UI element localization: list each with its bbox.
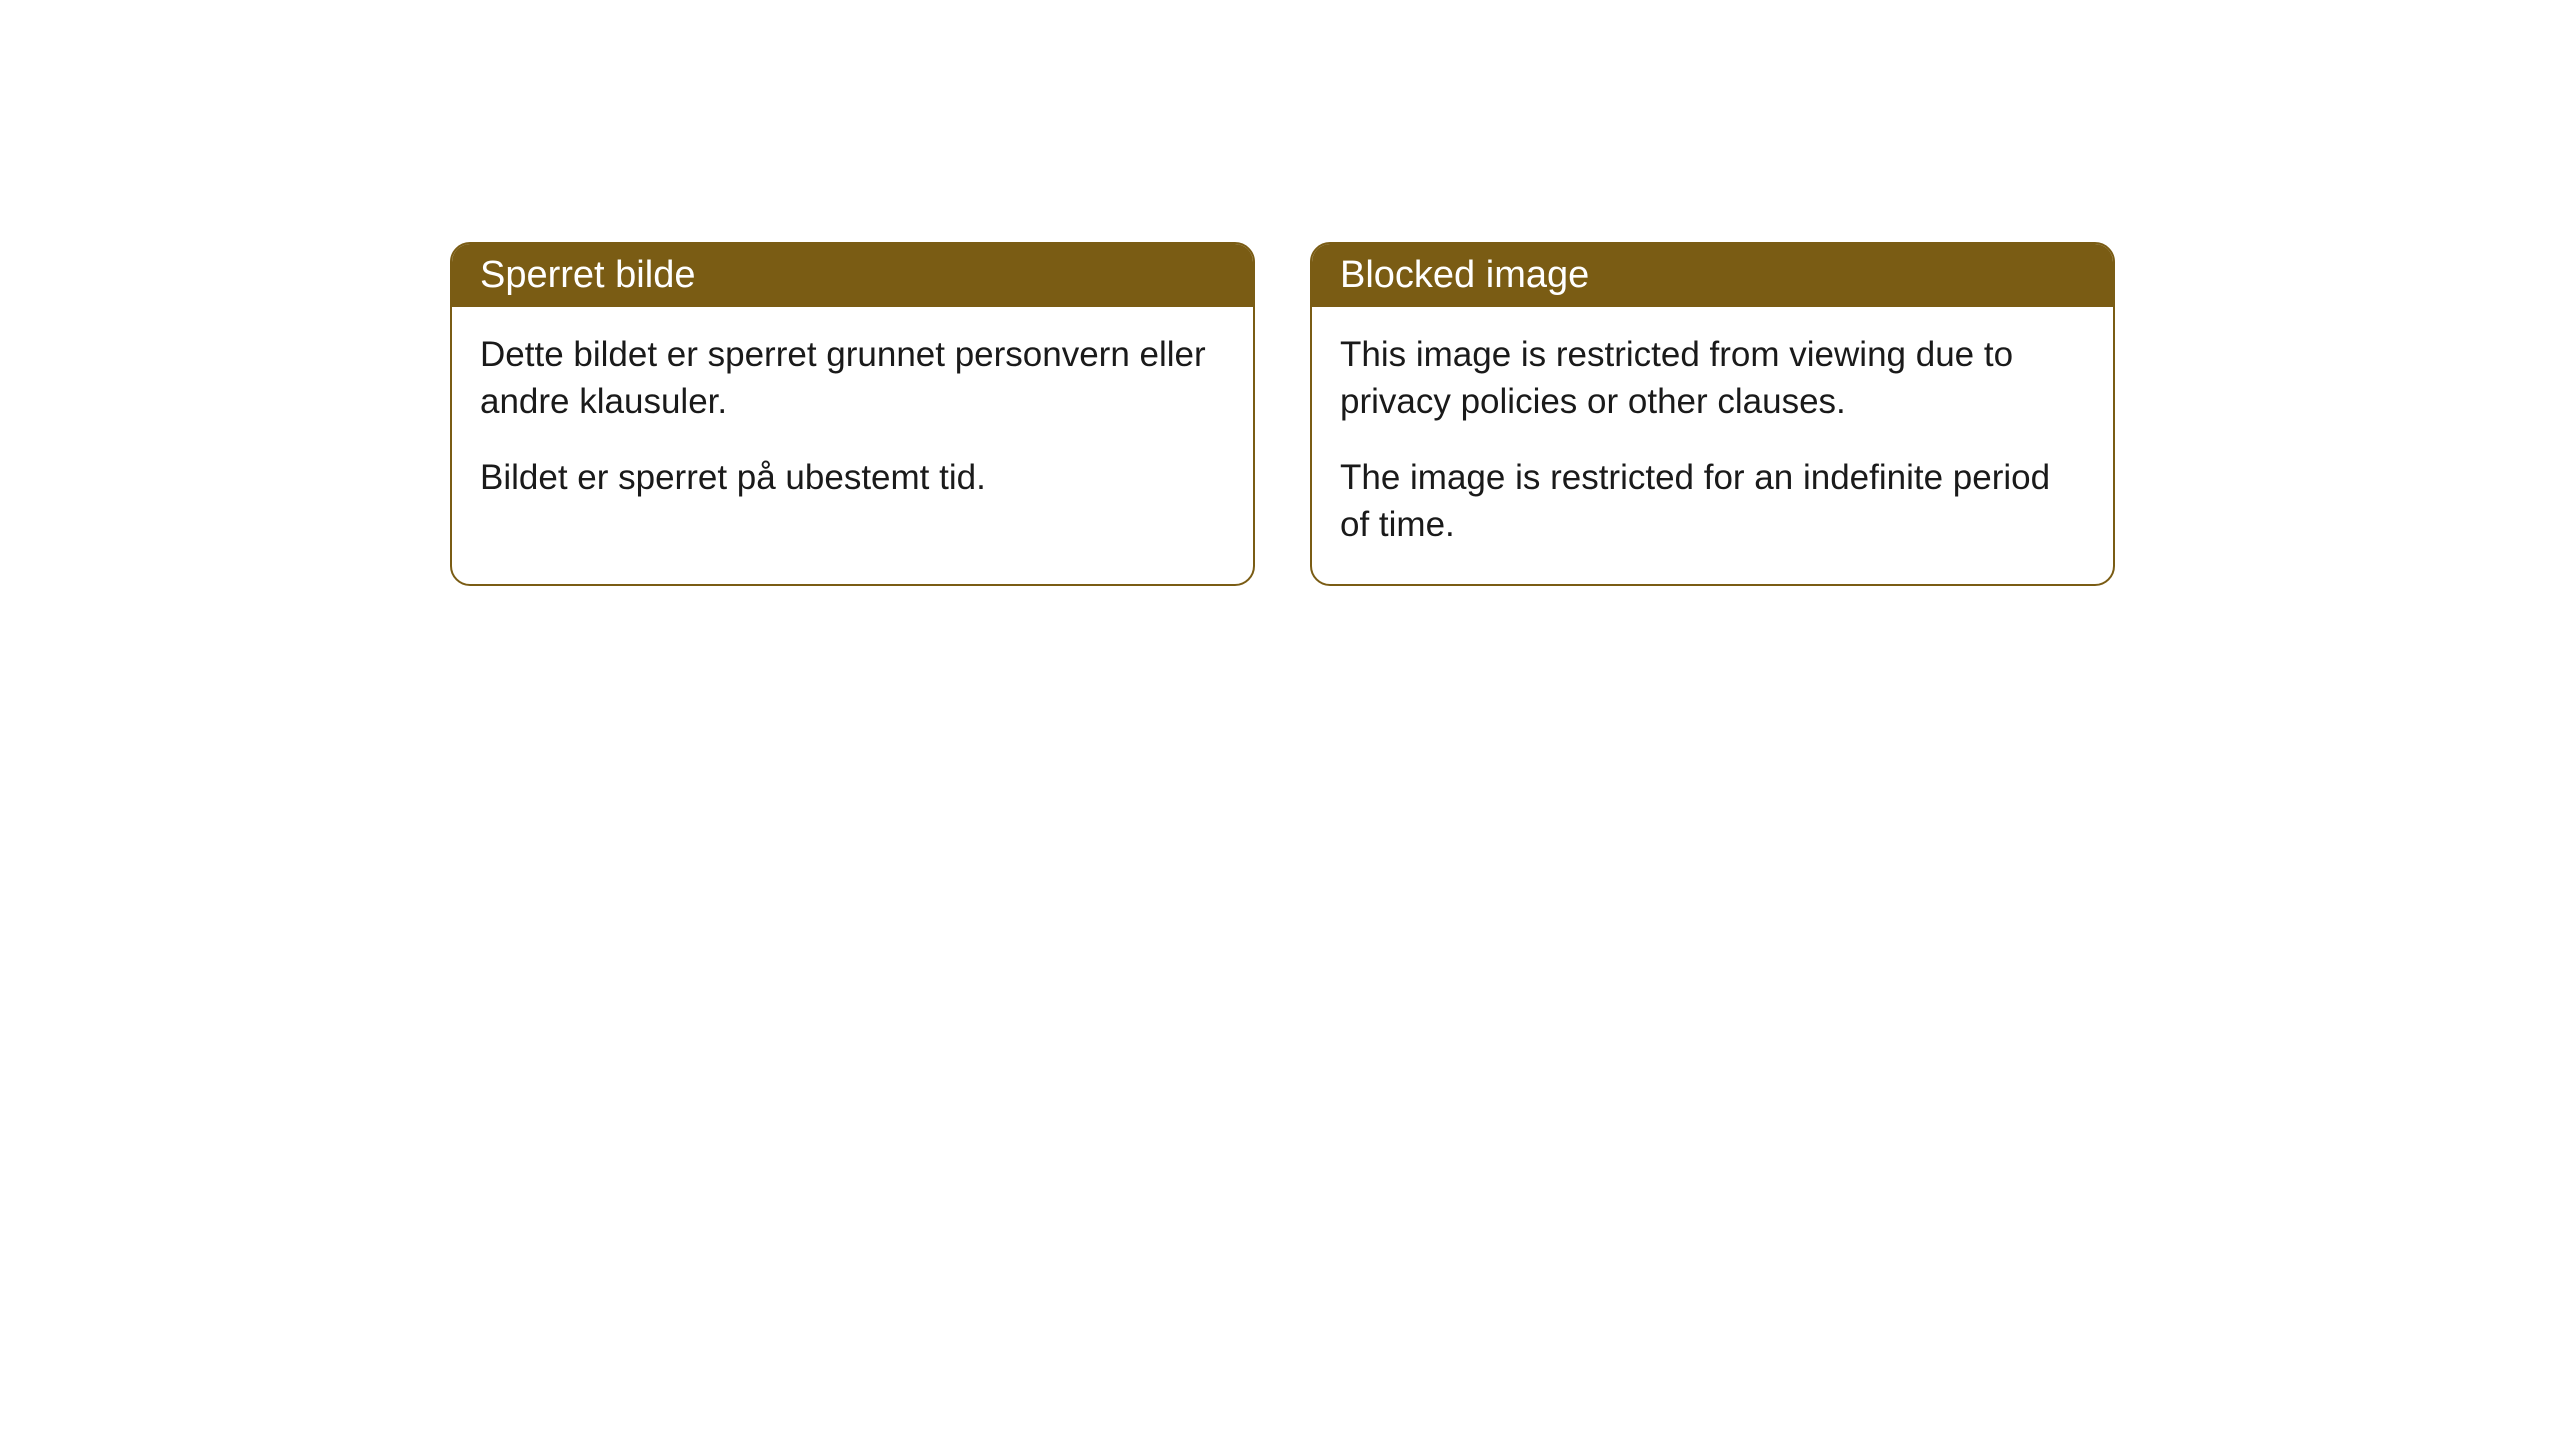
card-paragraph: This image is restricted from viewing du… [1340,331,2085,426]
card-paragraph: Bildet er sperret på ubestemt tid. [480,454,1225,501]
card-title: Blocked image [1312,244,2113,307]
card-paragraph: The image is restricted for an indefinit… [1340,454,2085,549]
card-body: Dette bildet er sperret grunnet personve… [452,307,1253,537]
cards-container: Sperret bilde Dette bildet er sperret gr… [450,242,2115,586]
blocked-image-card-norwegian: Sperret bilde Dette bildet er sperret gr… [450,242,1255,586]
blocked-image-card-english: Blocked image This image is restricted f… [1310,242,2115,586]
card-title: Sperret bilde [452,244,1253,307]
card-paragraph: Dette bildet er sperret grunnet personve… [480,331,1225,426]
card-body: This image is restricted from viewing du… [1312,307,2113,584]
